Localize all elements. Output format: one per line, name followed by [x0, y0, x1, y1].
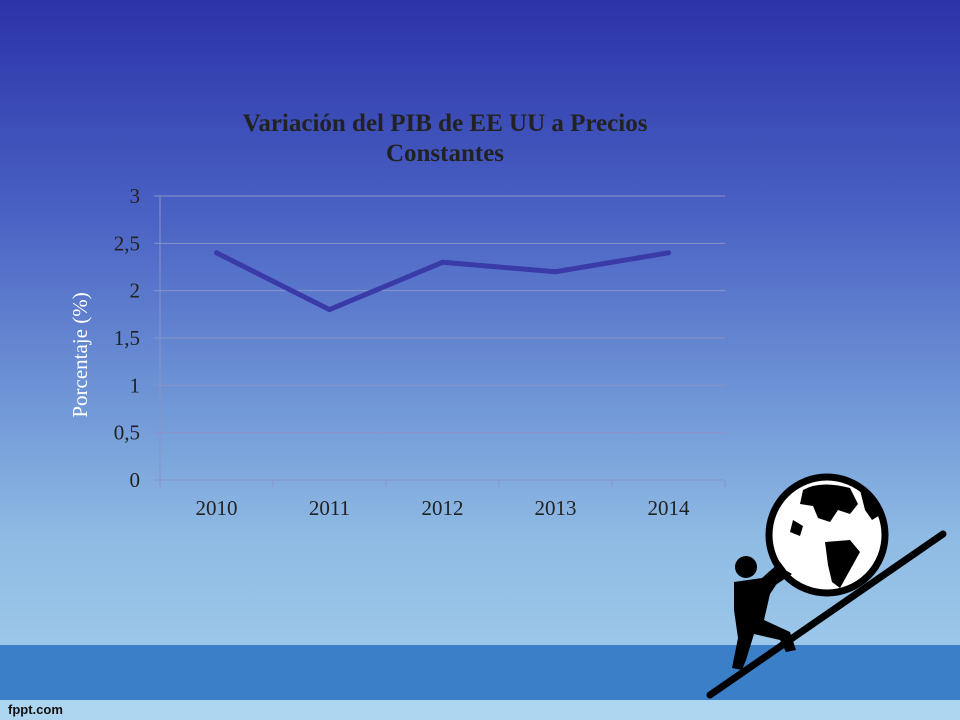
- x-tick-label: 2011: [309, 496, 350, 520]
- chart-title-line-1: Variación del PIB de EE UU a Precios: [243, 110, 648, 137]
- data-point: [440, 259, 445, 265]
- data-point: [327, 307, 332, 313]
- chart-title-line-2: Constantes: [386, 140, 504, 167]
- y-tick-label: 1,5: [114, 326, 140, 350]
- y-tick-label: 1: [130, 373, 141, 397]
- data-point: [553, 269, 558, 275]
- y-tick-label: 0: [130, 468, 141, 492]
- data-point: [214, 250, 219, 256]
- x-tick-label: 2013: [535, 496, 577, 520]
- sea-band: [0, 645, 960, 700]
- x-tick-label: 2010: [196, 496, 238, 520]
- person-pushing-globe-uphill-icon: [706, 473, 947, 699]
- footer-brand: fppt.com: [8, 702, 63, 717]
- y-tick-label: 0,5: [114, 421, 140, 445]
- y-axis-label: Porcentaje (%): [68, 292, 92, 417]
- y-tick-label: 3: [130, 184, 141, 208]
- data-point: [666, 250, 671, 256]
- series-lines: [214, 250, 671, 313]
- x-tick-label: 2012: [422, 496, 464, 520]
- y-tick-label: 2,5: [114, 231, 140, 255]
- y-tick-label: 2: [130, 279, 141, 303]
- y-tick-labels: 0 0,5 1 1,5 2 2,5 3: [114, 184, 140, 492]
- gridlines: [160, 195, 725, 434]
- footer-bar: [0, 700, 960, 720]
- x-tick-label: 2014: [648, 496, 691, 520]
- x-tick-labels: 2010 2011 2012 2013 2014: [196, 496, 691, 520]
- axes: [154, 195, 726, 487]
